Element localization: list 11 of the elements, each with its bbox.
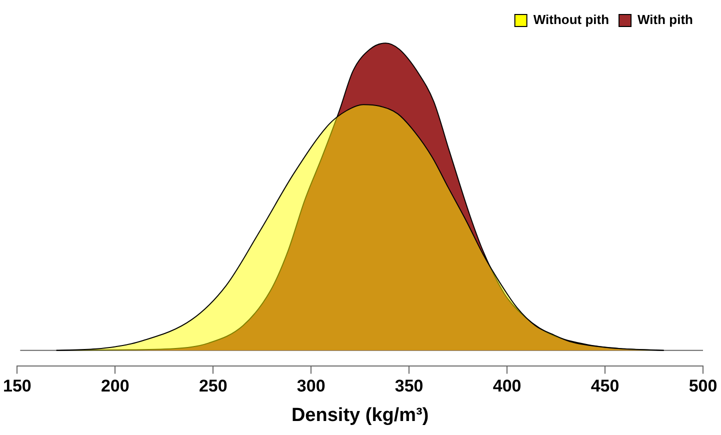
x-tick-label: 250 xyxy=(198,376,228,396)
x-axis-title: Density (kg/m³) xyxy=(291,404,429,426)
legend-label: With pith xyxy=(638,12,694,28)
x-tick-label: 500 xyxy=(688,376,718,396)
x-tick-label: 450 xyxy=(590,376,620,396)
x-tick-label: 200 xyxy=(100,376,130,396)
x-tick-label: 350 xyxy=(394,376,424,396)
x-tick-label: 400 xyxy=(492,376,522,396)
legend-label: Without pith xyxy=(533,12,610,28)
x-tick-label: 150 xyxy=(2,376,32,396)
x-tick-label: 300 xyxy=(296,376,326,396)
